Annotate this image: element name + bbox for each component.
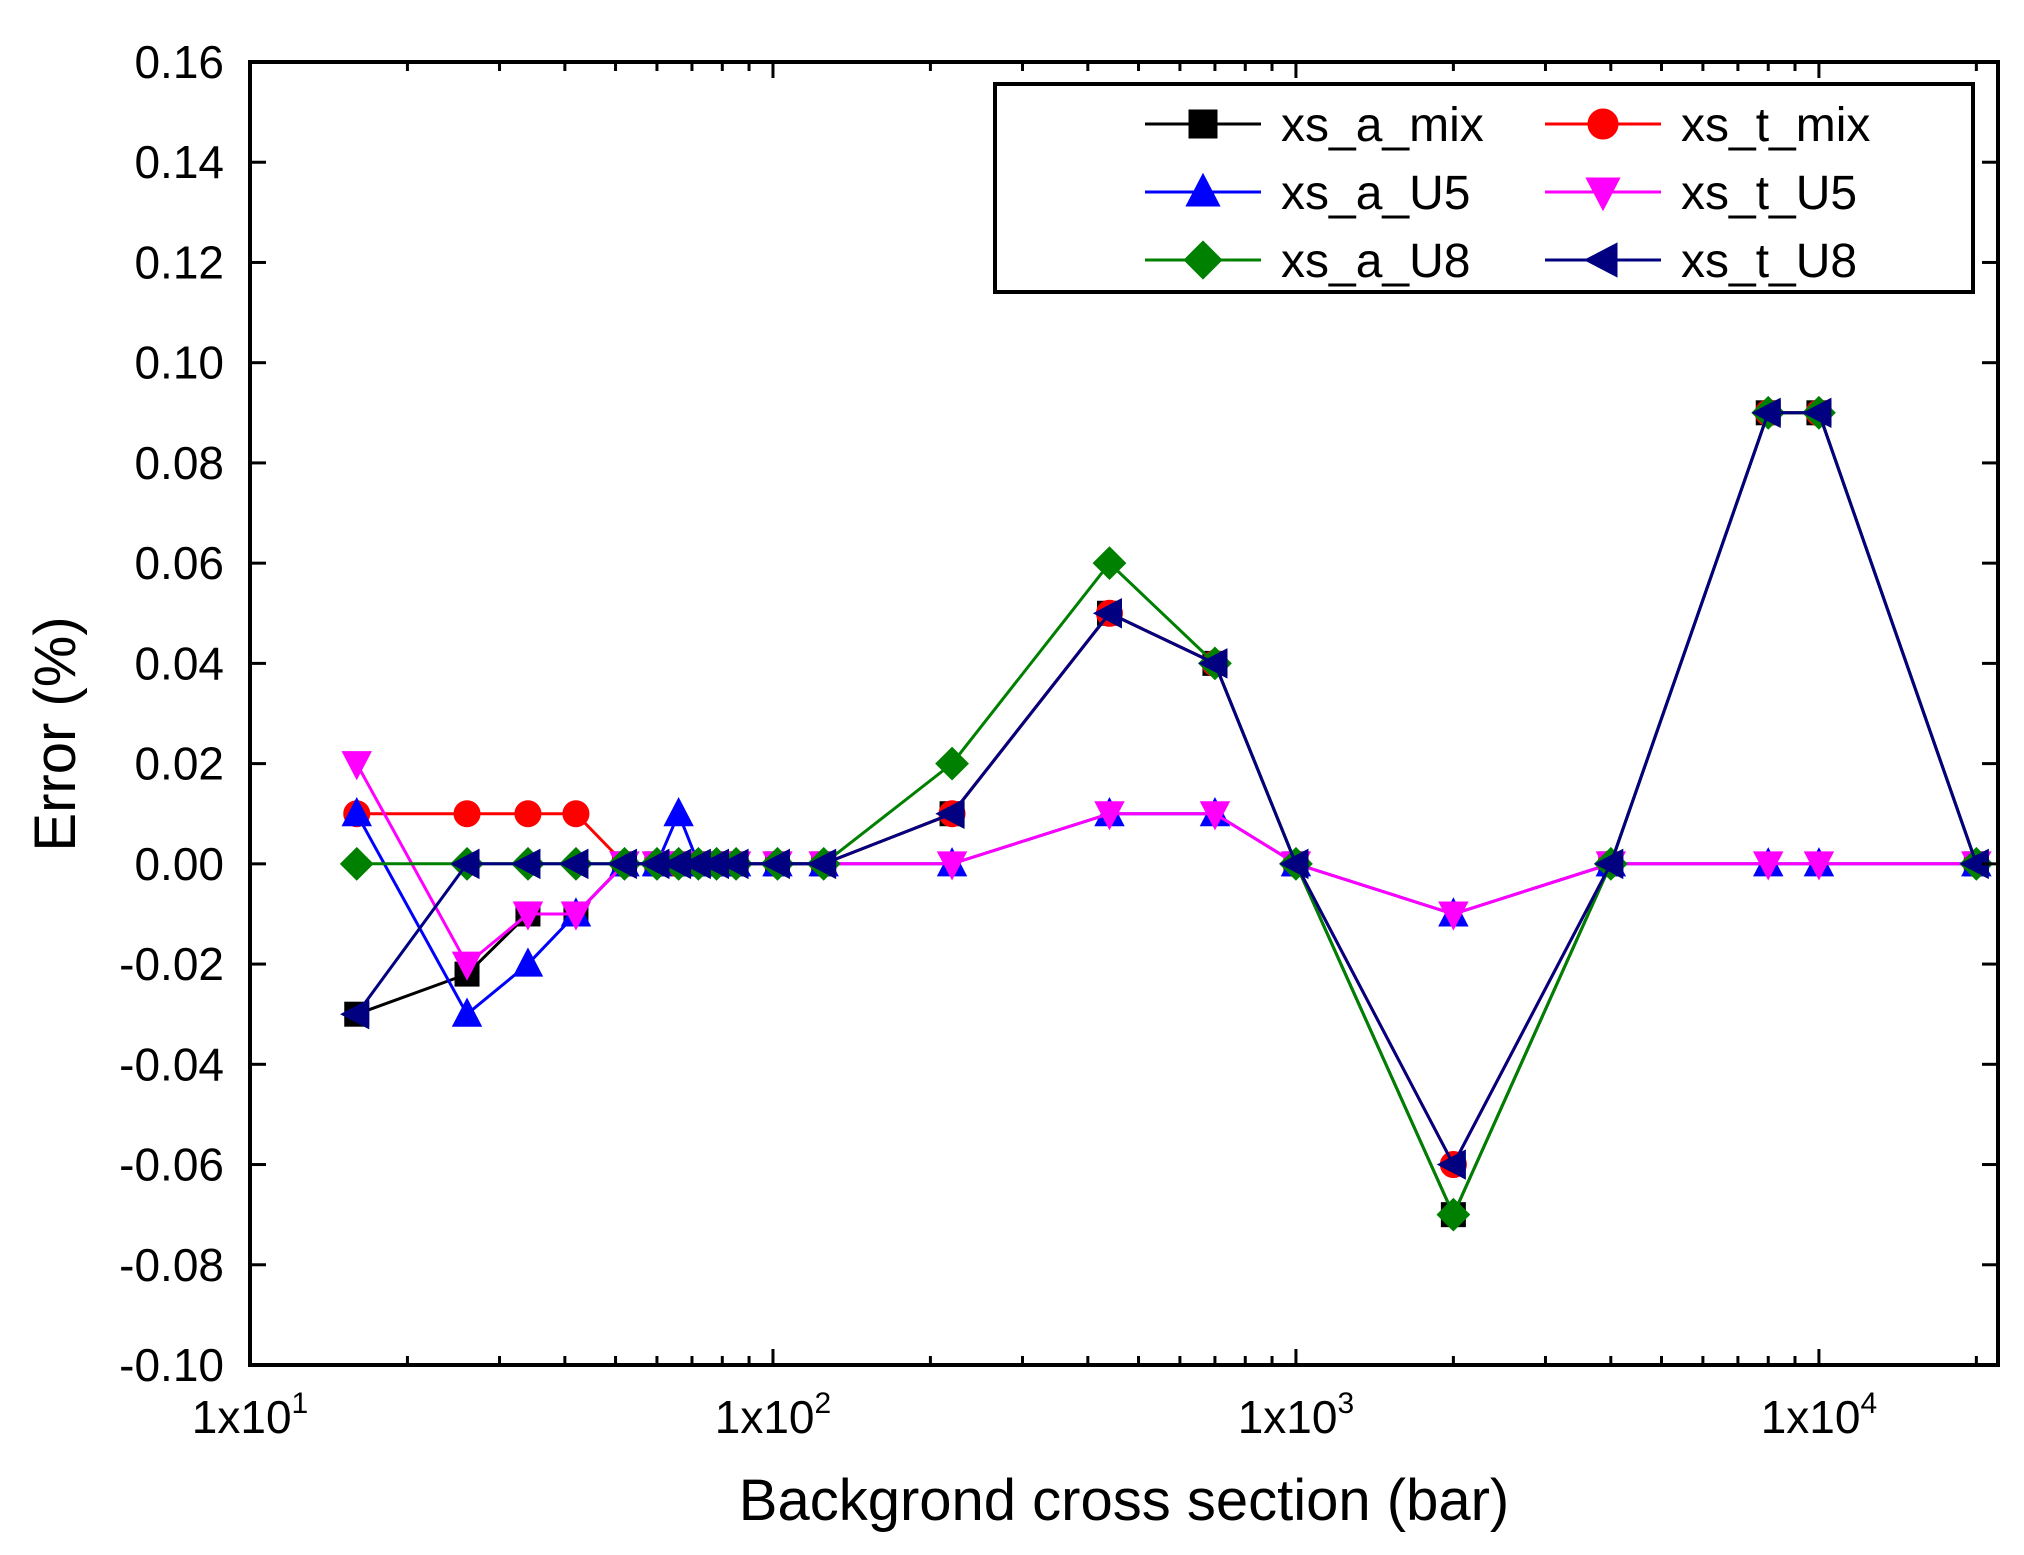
x-tick-label: 1x104 xyxy=(1761,1387,1877,1443)
data-point xyxy=(935,746,969,781)
legend-entry: xs_a_U5 xyxy=(1145,167,1470,220)
data-point xyxy=(1438,901,1469,931)
legend-label: xs_a_U5 xyxy=(1281,167,1470,220)
y-tick-label: 0.08 xyxy=(134,437,224,489)
x-tick-label: 1x101 xyxy=(192,1387,308,1443)
legend-entry: xs_a_U8 xyxy=(1145,235,1470,288)
data-point xyxy=(1092,598,1122,629)
y-tick-label: -0.10 xyxy=(119,1339,224,1391)
x-tick-base: 1x10 xyxy=(1761,1391,1861,1443)
legend-entry: xs_t_U8 xyxy=(1545,235,1857,288)
legend-label: xs_t_U5 xyxy=(1681,167,1857,220)
data-point xyxy=(760,848,790,880)
legend-label: xs_a_mix xyxy=(1281,99,1484,152)
x-tick-base: 1x10 xyxy=(715,1391,815,1443)
data-point xyxy=(1594,848,1624,880)
data-point xyxy=(936,851,968,881)
y-tick-label: 0.02 xyxy=(134,738,224,790)
series-line xyxy=(355,411,1978,1168)
legend-entry: xs_t_mix xyxy=(1545,99,1870,152)
x-tick-exponent: 1 xyxy=(292,1387,309,1420)
y-tick-label: 0.16 xyxy=(134,36,224,88)
data-point xyxy=(512,901,544,931)
data-point xyxy=(1802,397,1832,429)
data-point xyxy=(1803,851,1835,881)
series-layer xyxy=(339,395,1994,1232)
data-point xyxy=(719,848,749,880)
data-point xyxy=(339,846,374,881)
legend-marker xyxy=(1583,242,1618,278)
x-tick-base: 1x10 xyxy=(192,1391,292,1443)
data-point xyxy=(560,901,592,931)
legend-marker xyxy=(1585,177,1621,212)
data-point xyxy=(559,848,589,880)
x-tick-label: 1x103 xyxy=(1238,1387,1354,1443)
series-xs_t_U8 xyxy=(340,397,1989,1180)
data-point xyxy=(806,848,837,880)
y-tick-label: 0.04 xyxy=(134,637,224,689)
legend-entry: xs_a_mix xyxy=(1145,99,1484,152)
data-point xyxy=(450,848,480,880)
y-tick-label: 0.10 xyxy=(134,337,224,389)
legend-marker xyxy=(1183,240,1223,280)
data-point xyxy=(1198,648,1228,679)
data-point xyxy=(511,848,541,880)
data-point xyxy=(1092,546,1127,581)
legend-entry: xs_t_U5 xyxy=(1545,167,1857,220)
y-tick-label: -0.02 xyxy=(119,938,224,990)
x-tick-exponent: 4 xyxy=(1860,1387,1877,1420)
series-line xyxy=(356,411,1978,1168)
data-point xyxy=(1753,851,1784,881)
data-point xyxy=(1436,1149,1466,1180)
x-axis-title: Backgrond cross section (bar) xyxy=(739,1468,1509,1533)
y-tick-label: 0.06 xyxy=(134,537,224,589)
plot-frame xyxy=(248,60,2000,1367)
data-point xyxy=(1094,801,1125,831)
legend-label: xs_t_U8 xyxy=(1681,235,1857,288)
data-point xyxy=(340,998,370,1030)
data-point xyxy=(562,800,590,828)
data-point xyxy=(663,797,694,827)
data-point xyxy=(935,798,965,829)
data-point xyxy=(1751,397,1781,429)
legend-label: xs_t_mix xyxy=(1681,99,1870,152)
y-axis-title: Error (%) xyxy=(23,616,88,851)
legend-marker xyxy=(1188,109,1218,139)
y-tick-label: -0.04 xyxy=(119,1038,224,1090)
legend-marker xyxy=(1185,172,1221,207)
y-tick-label: 0.14 xyxy=(134,136,224,188)
data-point xyxy=(1279,848,1309,880)
y-tick-label: -0.08 xyxy=(119,1239,224,1291)
x-tick-label: 1x102 xyxy=(715,1387,831,1443)
data-point xyxy=(514,800,542,828)
series-xs_a_U5 xyxy=(341,797,1992,1027)
data-point xyxy=(341,751,372,781)
x-axis: 1x101 1x102 1x103 1x104 xyxy=(192,62,1978,1443)
series-line xyxy=(355,809,1977,1017)
data-point xyxy=(512,947,544,977)
y-tick-label: -0.06 xyxy=(119,1139,224,1191)
data-point xyxy=(1436,1197,1471,1232)
x-tick-exponent: 3 xyxy=(1337,1387,1354,1420)
y-tick-label: 0.00 xyxy=(134,838,224,890)
x-tick-base: 1x10 xyxy=(1238,1391,1338,1443)
series-xs_t_mix xyxy=(343,399,1990,1179)
data-point xyxy=(453,800,481,828)
data-point xyxy=(607,848,637,880)
data-point xyxy=(1199,801,1231,831)
x-tick-exponent: 2 xyxy=(815,1387,832,1420)
y-tick-label: 0.12 xyxy=(134,236,224,288)
y-axis: 0.16 0.14 0.12 0.10 0.08 0.06 0.04 0.02 0.00 -0.0… xyxy=(119,36,1998,1391)
legend: xs_a_mix xs_t_mix xs_a_U5 xs_t_U5 xs_a_U8 xs_… xyxy=(993,82,1975,294)
data-point xyxy=(451,951,483,981)
legend-frame xyxy=(993,82,1975,294)
legend-marker xyxy=(1587,108,1619,140)
data-point xyxy=(341,797,372,827)
data-point xyxy=(451,997,483,1027)
legend-label: xs_a_U8 xyxy=(1281,235,1470,288)
